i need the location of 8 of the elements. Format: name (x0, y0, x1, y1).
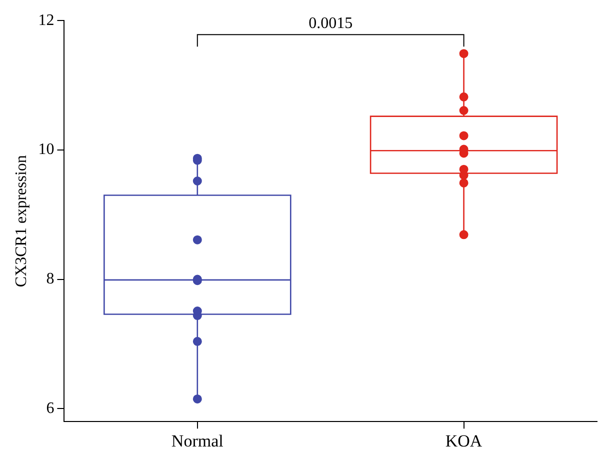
y-axis-title: CX3CR1 expression (12, 155, 30, 288)
annotation: 0.0015 (308, 14, 353, 32)
x-tick-label: KOA (445, 431, 483, 450)
y-tick-label: 12 (38, 12, 54, 29)
y-tick-label: 8 (46, 270, 54, 288)
x-tick-label: Normal (171, 431, 224, 450)
y-tick-label: 6 (46, 400, 54, 417)
y-tick-label: 10 (38, 141, 54, 158)
